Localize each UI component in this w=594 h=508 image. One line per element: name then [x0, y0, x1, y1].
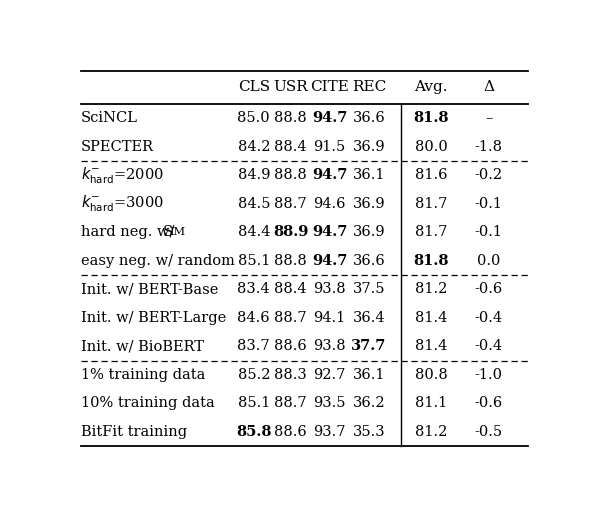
- Text: S: S: [163, 226, 173, 239]
- Text: 93.5: 93.5: [314, 396, 346, 410]
- Text: -0.4: -0.4: [475, 311, 503, 325]
- Text: 88.7: 88.7: [274, 197, 307, 211]
- Text: 85.2: 85.2: [238, 368, 270, 382]
- Text: 88.8: 88.8: [274, 254, 307, 268]
- Text: 94.6: 94.6: [314, 197, 346, 211]
- Text: 36.1: 36.1: [353, 168, 385, 182]
- Text: 36.6: 36.6: [352, 111, 386, 125]
- Text: BitFit training: BitFit training: [81, 425, 187, 439]
- Text: 81.8: 81.8: [413, 111, 449, 125]
- Text: 88.4: 88.4: [274, 140, 307, 154]
- Text: $k^{-}_{\mathrm{hard}}$=3000: $k^{-}_{\mathrm{hard}}$=3000: [81, 194, 164, 214]
- Text: 92.7: 92.7: [314, 368, 346, 382]
- Text: 36.4: 36.4: [353, 311, 385, 325]
- Text: 94.1: 94.1: [314, 311, 346, 325]
- Text: -0.5: -0.5: [475, 425, 503, 439]
- Text: 36.9: 36.9: [353, 140, 385, 154]
- Text: 81.8: 81.8: [413, 254, 449, 268]
- Text: 36.2: 36.2: [353, 396, 385, 410]
- Text: 80.8: 80.8: [415, 368, 447, 382]
- Text: 37.7: 37.7: [351, 339, 387, 354]
- Text: Init. w/ BERT-Base: Init. w/ BERT-Base: [81, 282, 219, 296]
- Text: CLS: CLS: [238, 80, 270, 94]
- Text: 91.5: 91.5: [314, 140, 346, 154]
- Text: easy neg. w/ random: easy neg. w/ random: [81, 254, 235, 268]
- Text: 88.9: 88.9: [273, 226, 308, 239]
- Text: 37.5: 37.5: [353, 282, 385, 296]
- Text: -0.1: -0.1: [475, 197, 503, 211]
- Text: 81.7: 81.7: [415, 197, 447, 211]
- Text: -0.4: -0.4: [475, 339, 503, 354]
- Text: 93.7: 93.7: [314, 425, 346, 439]
- Text: 81.4: 81.4: [415, 311, 447, 325]
- Text: 81.6: 81.6: [415, 168, 447, 182]
- Text: 85.1: 85.1: [238, 254, 270, 268]
- Text: 94.7: 94.7: [312, 111, 347, 125]
- Text: -1.8: -1.8: [475, 140, 503, 154]
- Text: 88.3: 88.3: [274, 368, 307, 382]
- Text: REC: REC: [352, 80, 386, 94]
- Text: 93.8: 93.8: [314, 339, 346, 354]
- Text: 88.6: 88.6: [274, 425, 307, 439]
- Text: 35.3: 35.3: [353, 425, 385, 439]
- Text: 81.7: 81.7: [415, 226, 447, 239]
- Text: 88.7: 88.7: [274, 396, 307, 410]
- Text: 85.8: 85.8: [236, 425, 271, 439]
- Text: hard neg. w/: hard neg. w/: [81, 226, 179, 239]
- Text: $k^{-}_{\mathrm{hard}}$=2000: $k^{-}_{\mathrm{hard}}$=2000: [81, 165, 164, 185]
- Text: Init. w/ BioBERT: Init. w/ BioBERT: [81, 339, 204, 354]
- Text: USR: USR: [273, 80, 308, 94]
- Text: 0.0: 0.0: [477, 254, 500, 268]
- Text: -1.0: -1.0: [475, 368, 503, 382]
- Text: 81.1: 81.1: [415, 396, 447, 410]
- Text: 93.8: 93.8: [314, 282, 346, 296]
- Text: 83.7: 83.7: [238, 339, 270, 354]
- Text: 88.8: 88.8: [274, 111, 307, 125]
- Text: 88.6: 88.6: [274, 339, 307, 354]
- Text: 84.2: 84.2: [238, 140, 270, 154]
- Text: 94.7: 94.7: [312, 254, 347, 268]
- Text: CITE: CITE: [310, 80, 349, 94]
- Text: 84.4: 84.4: [238, 226, 270, 239]
- Text: SPECTER: SPECTER: [81, 140, 154, 154]
- Text: 36.1: 36.1: [353, 368, 385, 382]
- Text: 84.5: 84.5: [238, 197, 270, 211]
- Text: –: –: [485, 111, 492, 125]
- Text: -0.6: -0.6: [475, 396, 503, 410]
- Text: Init. w/ BERT-Large: Init. w/ BERT-Large: [81, 311, 226, 325]
- Text: 1% training data: 1% training data: [81, 368, 206, 382]
- Text: 94.7: 94.7: [312, 226, 347, 239]
- Text: 84.9: 84.9: [238, 168, 270, 182]
- Text: 88.7: 88.7: [274, 311, 307, 325]
- Text: 83.4: 83.4: [238, 282, 270, 296]
- Text: 84.6: 84.6: [238, 311, 270, 325]
- Text: 36.9: 36.9: [353, 226, 385, 239]
- Text: 10% training data: 10% training data: [81, 396, 215, 410]
- Text: 36.6: 36.6: [352, 254, 386, 268]
- Text: 85.1: 85.1: [238, 396, 270, 410]
- Text: -0.6: -0.6: [475, 282, 503, 296]
- Text: 81.4: 81.4: [415, 339, 447, 354]
- Text: Avg.: Avg.: [414, 80, 448, 94]
- Text: 88.8: 88.8: [274, 168, 307, 182]
- Text: IM: IM: [169, 228, 186, 237]
- Text: 36.9: 36.9: [353, 197, 385, 211]
- Text: -0.2: -0.2: [475, 168, 503, 182]
- Text: 81.2: 81.2: [415, 282, 447, 296]
- Text: -0.1: -0.1: [475, 226, 503, 239]
- Text: 88.4: 88.4: [274, 282, 307, 296]
- Text: 94.7: 94.7: [312, 168, 347, 182]
- Text: 85.0: 85.0: [238, 111, 270, 125]
- Text: SciNCL: SciNCL: [81, 111, 138, 125]
- Text: 80.0: 80.0: [415, 140, 447, 154]
- Text: Δ: Δ: [483, 80, 494, 94]
- Text: 81.2: 81.2: [415, 425, 447, 439]
